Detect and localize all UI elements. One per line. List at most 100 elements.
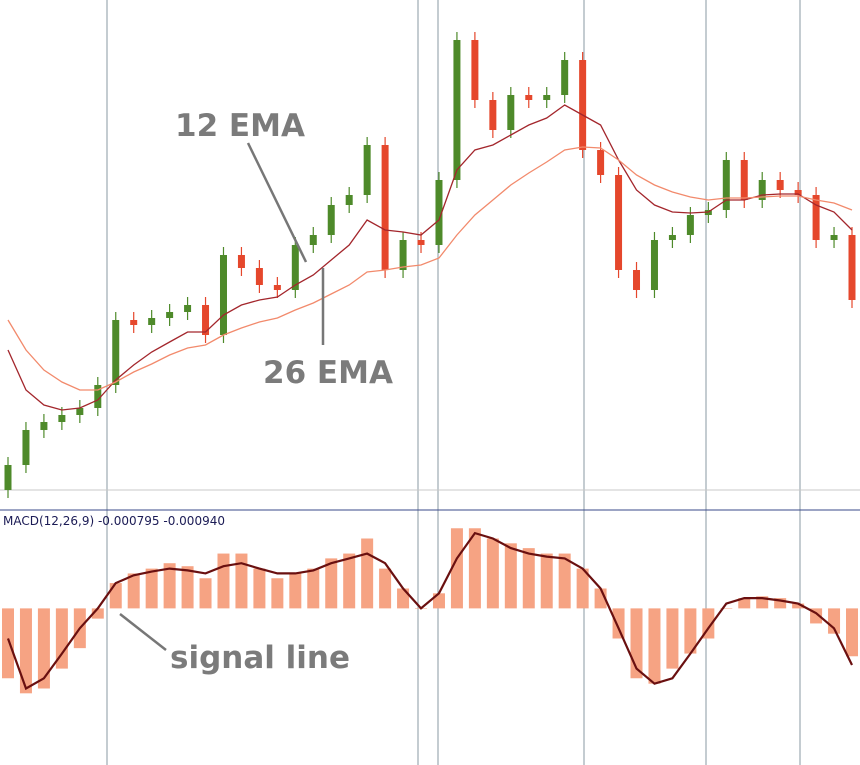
candle-body xyxy=(597,150,605,175)
candle-body xyxy=(22,430,30,465)
histogram-bar xyxy=(468,528,481,609)
candle-body xyxy=(453,40,461,180)
histogram-bar xyxy=(109,583,122,609)
histogram-bar xyxy=(343,553,356,609)
annotation: 12 EMA xyxy=(175,108,305,144)
histogram-bar xyxy=(235,553,248,609)
signal-line xyxy=(6,531,853,691)
histogram-bar xyxy=(522,548,535,609)
candle-body xyxy=(740,160,748,200)
histogram-bar xyxy=(145,568,158,609)
histogram-bar xyxy=(127,573,140,609)
candle-body xyxy=(650,240,658,290)
annotation-arrow xyxy=(246,142,308,263)
candle-body xyxy=(686,215,694,235)
histogram-bar xyxy=(397,588,410,609)
candle-body xyxy=(40,422,48,430)
candle-body xyxy=(812,195,820,240)
candle-body xyxy=(148,318,156,325)
ema-line xyxy=(7,104,853,411)
histogram-bar xyxy=(217,553,230,609)
candle-body xyxy=(381,145,389,270)
histogram-bar xyxy=(648,608,661,684)
candle-body xyxy=(291,245,299,290)
candle-body xyxy=(273,285,281,290)
histogram-bar xyxy=(684,608,697,654)
candle-body xyxy=(237,255,245,268)
candle-body xyxy=(219,255,227,335)
histogram-bar xyxy=(361,538,374,609)
histogram-bar xyxy=(846,608,858,657)
candle-body xyxy=(758,180,766,200)
candle-body xyxy=(112,320,120,385)
candle-body xyxy=(633,270,641,290)
histogram-bar xyxy=(19,608,32,694)
candle-body xyxy=(202,305,210,335)
candle-body xyxy=(76,408,84,415)
histogram-bar xyxy=(271,578,284,609)
candle-body xyxy=(830,235,838,240)
candle-body xyxy=(399,240,407,270)
annotation-arrows xyxy=(119,142,325,651)
histogram-bar xyxy=(379,568,392,609)
histogram-bar xyxy=(828,608,841,634)
indicator-readout: -0.000940 xyxy=(163,514,225,528)
candle-body xyxy=(794,190,802,195)
candle-body xyxy=(579,60,587,150)
histogram-bar xyxy=(307,568,320,609)
candle-body xyxy=(345,195,353,205)
candle-body xyxy=(4,465,12,490)
histogram-bar xyxy=(792,603,805,609)
histogram-bar xyxy=(576,568,589,609)
candle-body xyxy=(561,60,569,95)
annotation: signal line xyxy=(170,640,350,676)
histogram-bar xyxy=(558,553,571,609)
indicator-readout: -0.000795 xyxy=(98,514,160,528)
candle-body xyxy=(507,95,515,130)
candle-body xyxy=(848,235,856,300)
candle-body xyxy=(417,240,425,245)
histogram-bar xyxy=(612,608,625,639)
candle-body xyxy=(489,100,497,130)
histogram-bar xyxy=(163,563,176,609)
candle-body xyxy=(166,312,174,318)
histogram-bar xyxy=(181,566,194,609)
histogram-bar xyxy=(55,608,68,669)
candle-body xyxy=(363,145,371,195)
indicator-name: MACD(12,26,9) xyxy=(3,514,94,528)
histogram-bar xyxy=(37,608,50,689)
candle-body xyxy=(668,235,676,240)
histogram-bar xyxy=(325,558,338,609)
candle-body xyxy=(184,305,192,312)
histogram-bar xyxy=(199,578,212,609)
histogram-bar xyxy=(774,598,787,609)
histogram-bar xyxy=(289,573,302,609)
annotation-arrow xyxy=(119,613,167,651)
histogram-bar xyxy=(720,608,733,609)
histogram-bar xyxy=(91,608,104,619)
candle-body xyxy=(94,385,102,408)
annotation: 26 EMA xyxy=(263,355,393,391)
histogram-bar xyxy=(504,543,517,609)
candle-body xyxy=(58,415,66,422)
histogram-bar xyxy=(486,538,499,609)
plot-layer xyxy=(2,32,858,694)
candle-body xyxy=(471,40,479,100)
candle-body xyxy=(435,180,443,245)
candle-body xyxy=(255,268,263,285)
candle-body xyxy=(327,205,335,235)
ema-line xyxy=(7,146,853,391)
candle-body xyxy=(722,160,730,210)
candle-body xyxy=(615,175,623,270)
candle-body xyxy=(525,95,533,100)
candle-body xyxy=(776,180,784,190)
indicator-header: MACD(12,26,9) -0.000795 -0.000940 xyxy=(3,514,225,528)
candle-body xyxy=(309,235,317,245)
histogram-bar xyxy=(666,608,679,669)
histogram-bar xyxy=(253,568,266,609)
candle-body xyxy=(543,95,551,100)
histogram-bar xyxy=(2,608,14,679)
histogram-bar xyxy=(540,553,553,609)
